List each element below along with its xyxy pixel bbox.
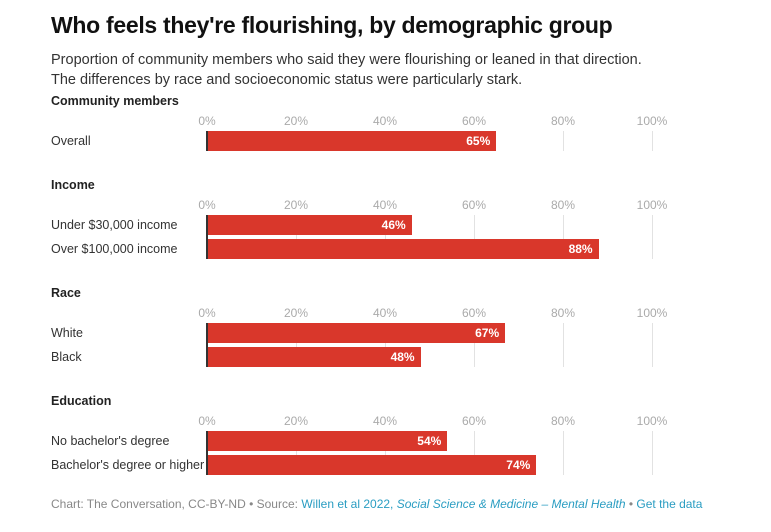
separator: • (245, 497, 257, 511)
zero-axis-line (206, 431, 208, 475)
chart-title: Who feels they're flourishing, by demogr… (51, 12, 613, 38)
x-tick-label: 60% (461, 198, 487, 212)
separator: • (625, 497, 637, 511)
source-link-text[interactable]: Willen et al 2022, (301, 497, 397, 511)
x-tick-label: 100% (636, 114, 668, 128)
bar (207, 347, 421, 367)
zero-axis-line (206, 323, 208, 367)
x-tick-label: 0% (198, 114, 216, 128)
x-tick-label: 40% (372, 198, 398, 212)
gridline (652, 215, 653, 259)
bar (207, 323, 506, 343)
bar-value-label: 65% (466, 134, 491, 148)
bar-value-label: 67% (475, 326, 500, 340)
gridline (563, 431, 564, 475)
bar (207, 131, 497, 151)
bar (207, 239, 599, 259)
category-label: Overall (51, 134, 91, 148)
gridline (474, 215, 475, 259)
x-tick-label: 100% (636, 306, 668, 320)
x-tick-label: 60% (461, 306, 487, 320)
x-tick-label: 60% (461, 114, 487, 128)
x-tick-label: 20% (283, 114, 309, 128)
group-title: Income (51, 178, 95, 192)
x-tick-label: 0% (198, 306, 216, 320)
gridline (296, 323, 297, 367)
gridline (474, 431, 475, 475)
bar-value-label: 54% (417, 434, 442, 448)
bar-value-label: 48% (390, 350, 415, 364)
x-tick-label: 20% (283, 414, 309, 428)
gridline (652, 323, 653, 367)
gridline (296, 431, 297, 475)
x-tick-label: 80% (550, 414, 576, 428)
gridline (563, 131, 564, 151)
bar-value-label: 46% (381, 218, 406, 232)
gridline (474, 323, 475, 367)
category-label: Bachelor's degree or higher (51, 458, 205, 472)
x-tick-label: 40% (372, 114, 398, 128)
zero-axis-line (206, 215, 208, 259)
subtitle-line-2: The differences by race and socioeconomi… (51, 72, 523, 88)
gridline (296, 215, 297, 259)
x-tick-label: 20% (283, 306, 309, 320)
gridline (385, 215, 386, 259)
bar-value-label: 88% (568, 242, 593, 256)
gridline (563, 323, 564, 367)
subtitle-line-1: Proportion of community members who said… (51, 52, 642, 68)
category-label: No bachelor's degree (51, 434, 170, 448)
gridline (385, 431, 386, 475)
category-label: Under $30,000 income (51, 218, 178, 232)
get-data-link[interactable]: Get the data (636, 497, 703, 511)
bar (207, 215, 412, 235)
x-tick-label: 100% (636, 198, 668, 212)
chart-footer: Chart: The Conversation, CC-BY-ND • Sour… (51, 497, 702, 511)
group-title: Community members (51, 94, 179, 108)
bar (207, 431, 448, 451)
bar (207, 455, 537, 475)
x-tick-label: 0% (198, 414, 216, 428)
gridline (652, 431, 653, 475)
credit-text: Chart: The Conversation, CC-BY-ND (51, 497, 246, 511)
gridline (652, 131, 653, 151)
gridline (385, 323, 386, 367)
category-label: Over $100,000 income (51, 242, 178, 256)
gridline (563, 215, 564, 259)
source-link[interactable]: Willen et al 2022, Social Science & Medi… (301, 497, 625, 511)
chart-subtitle: Proportion of community members who said… (51, 50, 751, 90)
x-tick-label: 40% (372, 414, 398, 428)
x-tick-label: 0% (198, 198, 216, 212)
x-tick-label: 80% (550, 114, 576, 128)
group-title: Race (51, 286, 81, 300)
x-tick-label: 80% (550, 306, 576, 320)
x-tick-label: 80% (550, 198, 576, 212)
group-title: Education (51, 394, 112, 408)
category-label: White (51, 326, 83, 340)
bar-value-label: 74% (506, 458, 531, 472)
x-tick-label: 20% (283, 198, 309, 212)
x-tick-label: 60% (461, 414, 487, 428)
source-label: Source: (256, 497, 302, 511)
x-tick-label: 40% (372, 306, 398, 320)
source-journal-link[interactable]: Social Science & Medicine – Mental Healt… (396, 497, 626, 511)
category-label: Black (51, 350, 82, 364)
zero-axis-line (206, 131, 208, 151)
x-tick-label: 100% (636, 414, 668, 428)
